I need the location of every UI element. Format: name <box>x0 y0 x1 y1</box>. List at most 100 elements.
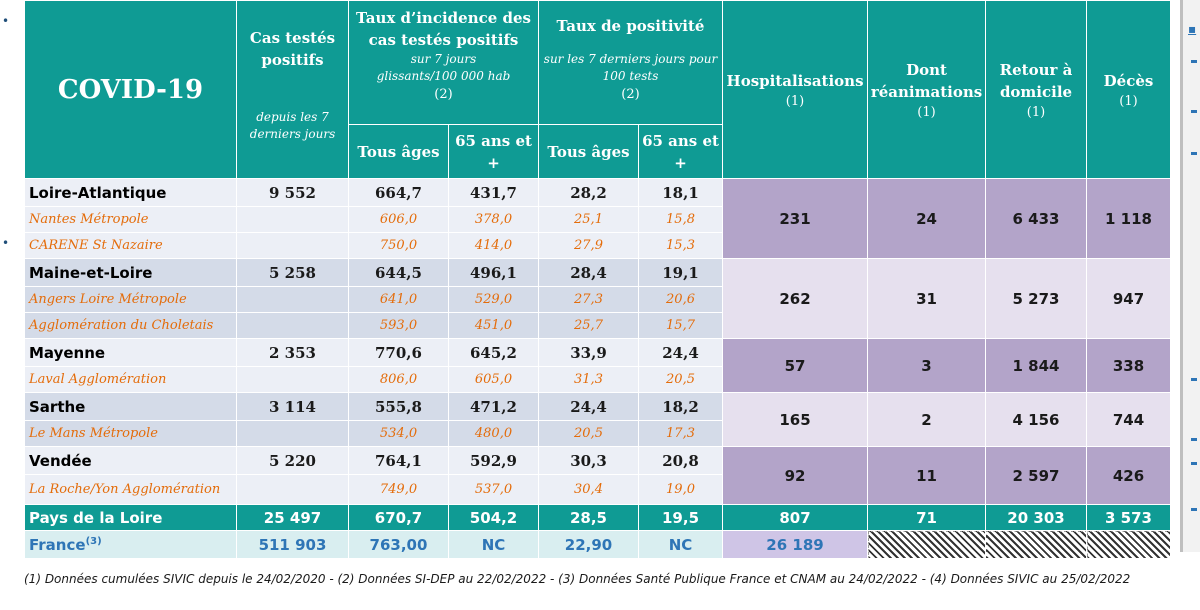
retour-cell: 5 273 <box>985 258 1088 339</box>
france-name: France(3) <box>24 530 237 559</box>
incidence-all-cell: 764,1 <box>348 446 449 475</box>
hosp-cell: 165 <box>722 392 869 447</box>
positivite-65-cell: 20,5 <box>637 366 724 393</box>
city-name: CARENE St Nazaire <box>24 232 237 259</box>
hosp-cell: 57 <box>722 338 869 393</box>
incidence-all-cell: 750,0 <box>348 232 449 259</box>
positivite-65-cell: 24,4 <box>637 338 724 367</box>
table-row: Mayenne 2 353 770,6 645,2 33,9 24,4 57 3… <box>24 338 1172 393</box>
positivite-65-cell: 17,3 <box>637 420 724 447</box>
france-positivite-65: NC <box>637 530 724 559</box>
bullet-icon <box>1191 462 1197 465</box>
empty-cell <box>236 286 349 313</box>
city-name: Le Mans Métropole <box>24 420 237 447</box>
dept-name: Vendée <box>24 446 237 475</box>
bullet-icon <box>1191 438 1197 441</box>
france-row: France(3) 511 903 763,00 NC 22,90 NC 26 … <box>24 530 1172 559</box>
positivite-65-cell: 19,0 <box>637 474 724 505</box>
positivite-all-cell: 30,3 <box>538 446 639 475</box>
total-hosp: 807 <box>722 504 869 531</box>
edge-letter-icon: ▪ <box>1188 22 1197 36</box>
total-rea: 71 <box>867 504 987 531</box>
subheader-65-ans: 65 ans et + <box>448 124 539 179</box>
cas-cell: 3 114 <box>236 392 349 421</box>
subheader-tous-ages: Tous âges <box>538 124 639 179</box>
incidence-all-cell: 641,0 <box>348 286 449 313</box>
empty-cell <box>236 474 349 505</box>
incidence-all-cell: 644,5 <box>348 258 449 287</box>
rea-cell: 11 <box>867 446 987 505</box>
cas-cell: 5 220 <box>236 446 349 475</box>
table-row: Nantes Métropole 606,0 378,0 25,1 15,8 <box>24 206 1171 233</box>
incidence-all-cell: 664,7 <box>348 178 449 207</box>
deces-cell: 426 <box>1086 446 1172 505</box>
rea-cell: 31 <box>867 258 987 339</box>
header-reanimations: Dont réanimations (1) <box>867 0 987 179</box>
table-row: Vendée 5 220 764,1 592,9 30,3 20,8 92 11… <box>24 446 1172 505</box>
empty-cell <box>236 366 349 393</box>
total-cas: 25 497 <box>236 504 349 531</box>
incidence-all-cell: 806,0 <box>348 366 449 393</box>
incidence-65-cell: 592,9 <box>448 446 539 475</box>
positivite-65-cell: 18,2 <box>637 392 724 421</box>
table-row: Loire-Atlantique 9 552 664,7 431,7 28,2 … <box>24 178 1172 259</box>
france-incidence-65: NC <box>448 530 539 559</box>
total-incidence-all: 670,7 <box>348 504 449 531</box>
empty-cell <box>236 206 349 233</box>
positivite-65-cell: 20,8 <box>637 446 724 475</box>
empty-cell <box>236 420 349 447</box>
footnote: (1) Données cumulées SIVIC depuis le 24/… <box>24 572 1131 586</box>
hatched-cell <box>1086 530 1172 559</box>
dept-name: Maine-et-Loire <box>24 258 237 287</box>
france-positivite-all: 22,90 <box>538 530 639 559</box>
incidence-all-cell: 555,8 <box>348 392 449 421</box>
positivite-all-cell: 28,4 <box>538 258 639 287</box>
subheader-65-ans: 65 ans et + <box>637 124 724 179</box>
retour-cell: 2 597 <box>985 446 1088 505</box>
table-row: Angers Loire Métropole 641,0 529,0 27,3 … <box>24 286 1171 313</box>
city-name: Agglomération du Choletais <box>24 312 237 339</box>
covid-table: COVID-19 Cas testés positifs depuis les … <box>24 0 1172 559</box>
bullet-icon <box>1191 110 1197 113</box>
positivite-65-cell: 20,6 <box>637 286 724 313</box>
positivite-all-cell: 33,9 <box>538 338 639 367</box>
total-positivite-65: 19,5 <box>637 504 724 531</box>
dept-name: Loire-Atlantique <box>24 178 237 207</box>
incidence-all-cell: 593,0 <box>348 312 449 339</box>
right-edge-fragment: ▪ <box>1180 0 1200 552</box>
positivite-all-cell: 27,9 <box>538 232 639 259</box>
positivite-all-cell: 24,4 <box>538 392 639 421</box>
incidence-65-cell: 471,2 <box>448 392 539 421</box>
rea-cell: 2 <box>867 392 987 447</box>
table-row: Le Mans Métropole 534,0 480,0 20,5 17,3 <box>24 420 1171 447</box>
incidence-all-cell: 606,0 <box>348 206 449 233</box>
france-incidence-all: 763,00 <box>348 530 449 559</box>
positivite-65-cell: 15,8 <box>637 206 724 233</box>
total-name: Pays de la Loire <box>24 504 237 531</box>
incidence-all-cell: 749,0 <box>348 474 449 505</box>
left-edge-fragment: • • <box>0 0 24 590</box>
positivite-65-cell: 19,1 <box>637 258 724 287</box>
cas-cell: 9 552 <box>236 178 349 207</box>
positivite-65-cell: 18,1 <box>637 178 724 207</box>
edge-mark-icon: • <box>2 14 10 28</box>
total-positivite-all: 28,5 <box>538 504 639 531</box>
positivite-65-cell: 15,3 <box>637 232 724 259</box>
rea-cell: 24 <box>867 178 987 259</box>
hosp-cell: 92 <box>722 446 869 505</box>
table-row: CARENE St Nazaire 750,0 414,0 27,9 15,3 <box>24 232 1171 259</box>
incidence-all-cell: 770,6 <box>348 338 449 367</box>
hatched-cell <box>985 530 1088 559</box>
dept-name: Mayenne <box>24 338 237 367</box>
positivite-all-cell: 25,7 <box>538 312 639 339</box>
hosp-cell: 262 <box>722 258 869 339</box>
positivite-all-cell: 30,4 <box>538 474 639 505</box>
table-row: Sarthe 3 114 555,8 471,2 24,4 18,2 165 2… <box>24 392 1172 447</box>
deces-cell: 947 <box>1086 258 1172 339</box>
deces-cell: 744 <box>1086 392 1172 447</box>
positivite-all-cell: 28,2 <box>538 178 639 207</box>
positivite-all-cell: 20,5 <box>538 420 639 447</box>
total-retour: 20 303 <box>985 504 1088 531</box>
france-cas: 511 903 <box>236 530 349 559</box>
retour-cell: 4 156 <box>985 392 1088 447</box>
